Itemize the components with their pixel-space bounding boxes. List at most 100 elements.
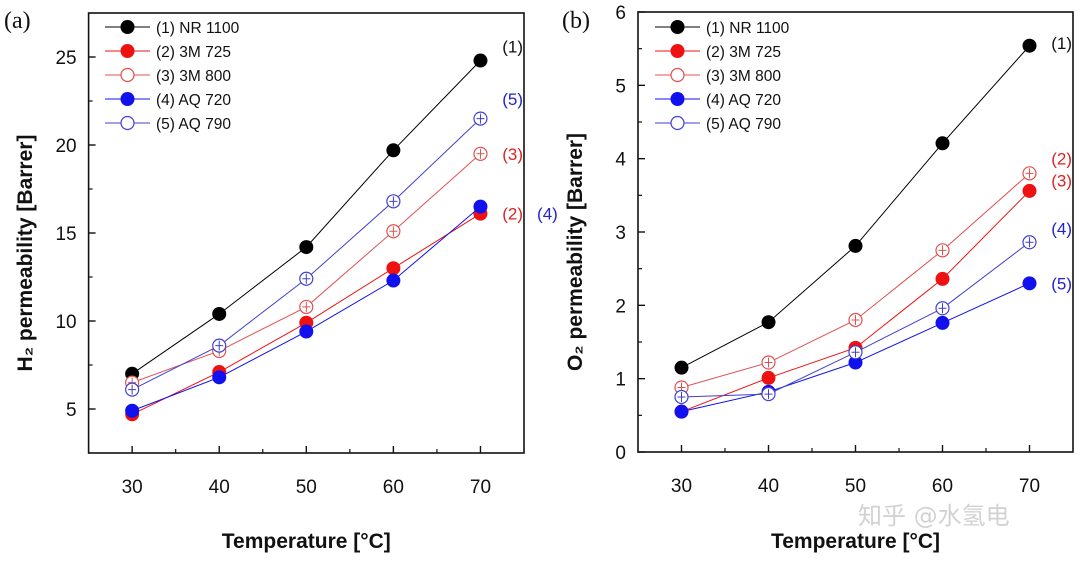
y-tick-label: 2 — [615, 296, 626, 317]
series-5 — [674, 235, 1037, 405]
series-3 — [125, 146, 488, 390]
data-point — [935, 136, 950, 151]
data-point — [386, 273, 401, 288]
legend-marker — [120, 67, 135, 83]
legend-label: (4) AQ 720 — [156, 92, 231, 109]
series-4 — [125, 199, 488, 418]
series-5 — [125, 111, 488, 397]
legend-label: (1) NR 1100 — [156, 20, 240, 37]
error-bar — [302, 273, 311, 284]
data-point — [1022, 183, 1037, 198]
error-bar — [476, 113, 485, 124]
series-annotation: (2) — [1051, 150, 1072, 169]
legend-label: (5) AQ 790 — [156, 116, 231, 133]
error-bar — [851, 315, 860, 325]
legend-item: (1) NR 1100 — [655, 20, 790, 37]
legend-label: (5) AQ 790 — [706, 116, 781, 133]
x-tick-label: 50 — [296, 477, 317, 498]
plot-frame — [87, 12, 525, 454]
error-bar — [476, 148, 485, 159]
error-bar — [1025, 168, 1034, 179]
x-tick-label: 30 — [122, 477, 143, 498]
x-axis-label: Temperature [°C] — [222, 530, 391, 553]
legend-marker — [670, 92, 685, 106]
y-tick-label: 1 — [615, 370, 626, 391]
error-bar — [302, 301, 311, 312]
legend-marker — [120, 92, 135, 106]
legend-label: (2) 3M 725 — [706, 44, 781, 61]
y-tick-label: 0 — [615, 443, 626, 464]
plot-frame — [637, 11, 1074, 453]
legend-label: (1) NR 1100 — [706, 20, 790, 37]
error-bar — [938, 245, 947, 256]
legend-item: (3) 3M 800 — [655, 67, 781, 85]
legend-marker — [670, 20, 685, 34]
legend-label: (4) AQ 720 — [706, 92, 781, 109]
series-annotation: (5) — [502, 90, 523, 109]
legend-item: (1) NR 1100 — [105, 20, 240, 37]
legend-label: (3) 3M 800 — [156, 68, 231, 85]
data-point — [761, 315, 776, 330]
series-annotation: (1) — [1051, 34, 1072, 53]
error-bar — [764, 357, 773, 368]
error-bar — [128, 384, 137, 395]
x-tick-label: 40 — [209, 477, 230, 498]
data-point — [1022, 276, 1037, 291]
data-point — [1022, 38, 1037, 53]
x-tick-label: 60 — [383, 477, 404, 498]
error-bar — [215, 340, 224, 351]
y-axis-label: O₂ permeability [Barrer] — [564, 133, 587, 371]
y-tick-label: 5 — [615, 76, 626, 97]
legend-item: (5) AQ 790 — [105, 115, 231, 133]
y-tick-label: 10 — [55, 312, 76, 333]
x-tick-label: 40 — [758, 476, 779, 497]
panel-label: (b) — [562, 8, 590, 34]
y-axis-label: H₂ permeability [Barrer] — [14, 135, 37, 372]
series-line — [131, 153, 481, 384]
data-point — [299, 324, 314, 339]
series-2 — [674, 183, 1037, 419]
data-point — [935, 271, 950, 286]
x-tick-label: 70 — [1019, 476, 1040, 497]
series-line — [681, 190, 1030, 413]
y-tick-label: 5 — [66, 400, 77, 421]
legend-item: (4) AQ 720 — [105, 92, 231, 109]
data-point — [674, 404, 689, 419]
data-point — [848, 238, 863, 253]
error-bar — [1025, 237, 1034, 248]
x-tick-label: 70 — [470, 477, 491, 498]
x-tick-label: 30 — [671, 476, 692, 497]
legend-marker — [120, 115, 135, 131]
y-tick-label: 3 — [615, 223, 626, 244]
series-1 — [674, 38, 1037, 375]
series-annotation: (4) — [1051, 219, 1072, 238]
data-point — [299, 240, 314, 255]
x-axis-label: Temperature [°C] — [771, 530, 940, 553]
error-bar — [938, 303, 947, 314]
data-point — [761, 370, 776, 385]
legend-item: (3) 3M 800 — [105, 67, 231, 85]
series-line — [131, 118, 481, 391]
watermark: 知乎 @水氢电 — [858, 502, 1010, 530]
legend-item: (2) 3M 725 — [105, 44, 231, 61]
y-tick-label: 4 — [615, 150, 626, 171]
x-tick-label: 60 — [932, 476, 953, 497]
legend-item: (5) AQ 790 — [655, 115, 781, 133]
data-point — [386, 261, 401, 276]
error-bar — [764, 389, 773, 400]
series-annotation: (4) — [537, 205, 558, 224]
error-bar — [851, 347, 860, 358]
legend-label: (3) 3M 800 — [706, 68, 781, 85]
panel-label: (a) — [4, 8, 31, 34]
y-tick-label: 15 — [55, 224, 76, 245]
series-annotation: (3) — [1051, 172, 1072, 191]
data-point — [212, 306, 227, 321]
error-bar — [389, 196, 398, 207]
chart-panel-a: (a) 30 40 50 60 70 5 10 15 20 25 Temperature [°C] H₂… — [4, 8, 558, 553]
legend-marker — [120, 20, 135, 34]
legend-label: (2) 3M 725 — [156, 44, 231, 61]
legend-item: (2) 3M 725 — [655, 44, 781, 61]
y-tick-label: 20 — [55, 136, 76, 157]
y-tick-label: 25 — [55, 48, 76, 69]
